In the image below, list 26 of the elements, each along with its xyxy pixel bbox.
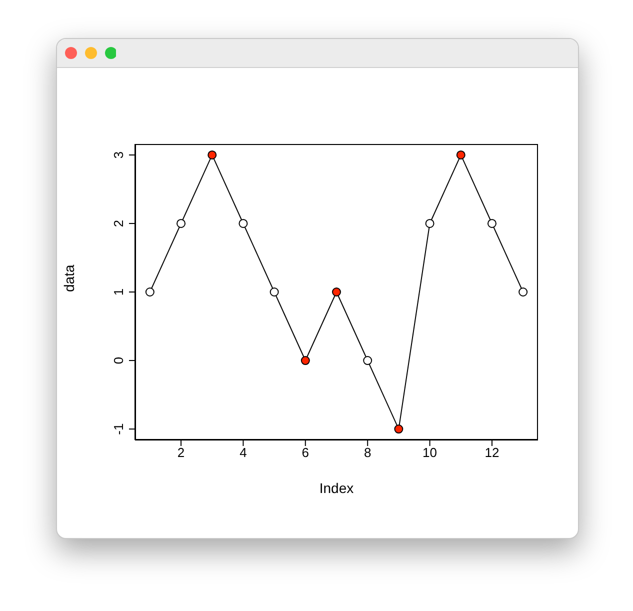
y-tick-label: 1 [111, 288, 126, 296]
y-tick-label: -1 [111, 423, 126, 435]
point [238, 218, 248, 228]
point [425, 218, 434, 228]
point [270, 288, 279, 296]
x-axis-title: Index [319, 480, 354, 496]
y-tick-label: 3 [111, 151, 126, 159]
point [518, 288, 528, 296]
y-tick-label: 0 [111, 356, 126, 364]
x-tick-label: 8 [364, 445, 372, 460]
y-axis-title: data [60, 264, 77, 292]
point [456, 150, 466, 160]
x-tick-label: 12 [484, 445, 500, 460]
x-tick-label: 2 [177, 445, 185, 460]
y-tick-label: 2 [111, 220, 126, 228]
point [208, 150, 217, 160]
point [394, 424, 404, 434]
x-tick-label: 10 [422, 445, 438, 460]
point [487, 218, 496, 228]
point [176, 218, 186, 228]
point [145, 288, 154, 296]
point [332, 288, 341, 296]
point [300, 356, 310, 366]
x-tick-label: 4 [240, 445, 247, 460]
x-tick-label: 6 [302, 445, 310, 460]
point [363, 356, 372, 366]
